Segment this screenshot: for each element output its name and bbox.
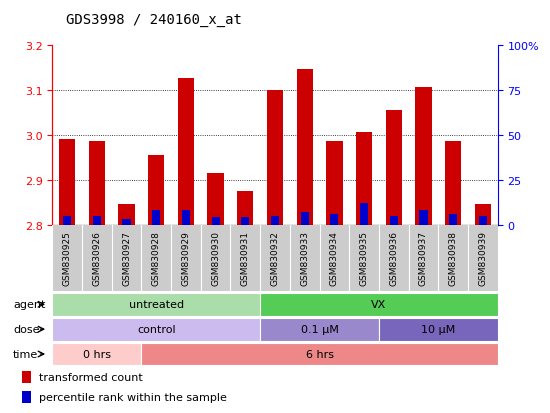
Bar bbox=[356, 133, 372, 225]
Bar bbox=[415, 88, 432, 225]
Bar bbox=[445, 142, 461, 225]
Text: GSM830936: GSM830936 bbox=[389, 230, 398, 285]
Text: agent: agent bbox=[13, 299, 46, 310]
Bar bbox=[479, 216, 487, 225]
Text: GSM830926: GSM830926 bbox=[92, 230, 101, 285]
Bar bbox=[59, 140, 75, 225]
Bar bbox=[212, 218, 219, 225]
Bar bbox=[118, 205, 135, 225]
Text: GSM830932: GSM830932 bbox=[271, 230, 279, 285]
Bar bbox=[52, 293, 260, 316]
Text: time: time bbox=[13, 349, 39, 359]
Bar bbox=[260, 293, 498, 316]
Text: GSM830929: GSM830929 bbox=[182, 230, 190, 285]
Bar bbox=[301, 213, 309, 225]
Text: 0.1 μM: 0.1 μM bbox=[301, 324, 338, 335]
Text: percentile rank within the sample: percentile rank within the sample bbox=[39, 392, 227, 402]
Bar bbox=[89, 142, 105, 225]
Bar bbox=[267, 90, 283, 225]
Text: GSM830934: GSM830934 bbox=[330, 230, 339, 285]
Text: GSM830937: GSM830937 bbox=[419, 230, 428, 285]
Bar bbox=[475, 205, 491, 225]
Bar bbox=[148, 155, 164, 225]
Text: GSM830931: GSM830931 bbox=[241, 230, 250, 285]
Text: 10 μM: 10 μM bbox=[421, 324, 455, 335]
Text: GSM830928: GSM830928 bbox=[152, 230, 161, 285]
Bar bbox=[52, 343, 141, 366]
Text: GSM830930: GSM830930 bbox=[211, 230, 220, 285]
Bar bbox=[21, 391, 31, 404]
Text: transformed count: transformed count bbox=[39, 372, 143, 382]
Bar bbox=[152, 211, 160, 225]
Bar bbox=[271, 216, 279, 225]
Text: GSM830935: GSM830935 bbox=[360, 230, 368, 285]
Text: 6 hrs: 6 hrs bbox=[306, 349, 333, 359]
Text: untreated: untreated bbox=[129, 299, 184, 310]
Bar bbox=[63, 216, 71, 225]
Bar bbox=[207, 173, 224, 225]
Text: VX: VX bbox=[371, 299, 387, 310]
Text: GSM830933: GSM830933 bbox=[300, 230, 309, 285]
Bar bbox=[141, 343, 498, 366]
Bar bbox=[237, 191, 254, 225]
Bar bbox=[390, 216, 398, 225]
Text: GSM830925: GSM830925 bbox=[63, 230, 72, 285]
Bar bbox=[331, 214, 338, 225]
Bar bbox=[296, 70, 313, 225]
Text: dose: dose bbox=[13, 324, 40, 335]
Bar bbox=[386, 111, 402, 225]
Text: GDS3998 / 240160_x_at: GDS3998 / 240160_x_at bbox=[66, 13, 242, 27]
Bar bbox=[178, 79, 194, 225]
Text: 0 hrs: 0 hrs bbox=[83, 349, 111, 359]
Bar bbox=[260, 318, 379, 341]
Bar bbox=[420, 211, 427, 225]
Bar bbox=[449, 214, 457, 225]
Bar bbox=[52, 318, 260, 341]
Bar bbox=[379, 318, 498, 341]
Bar bbox=[21, 371, 31, 383]
Bar bbox=[93, 216, 101, 225]
Text: control: control bbox=[137, 324, 175, 335]
Bar bbox=[182, 211, 190, 225]
Bar bbox=[123, 220, 130, 225]
Bar bbox=[360, 204, 368, 225]
Bar bbox=[241, 218, 249, 225]
Bar bbox=[326, 142, 343, 225]
Text: GSM830927: GSM830927 bbox=[122, 230, 131, 285]
Text: GSM830938: GSM830938 bbox=[449, 230, 458, 285]
Text: GSM830939: GSM830939 bbox=[478, 230, 487, 285]
